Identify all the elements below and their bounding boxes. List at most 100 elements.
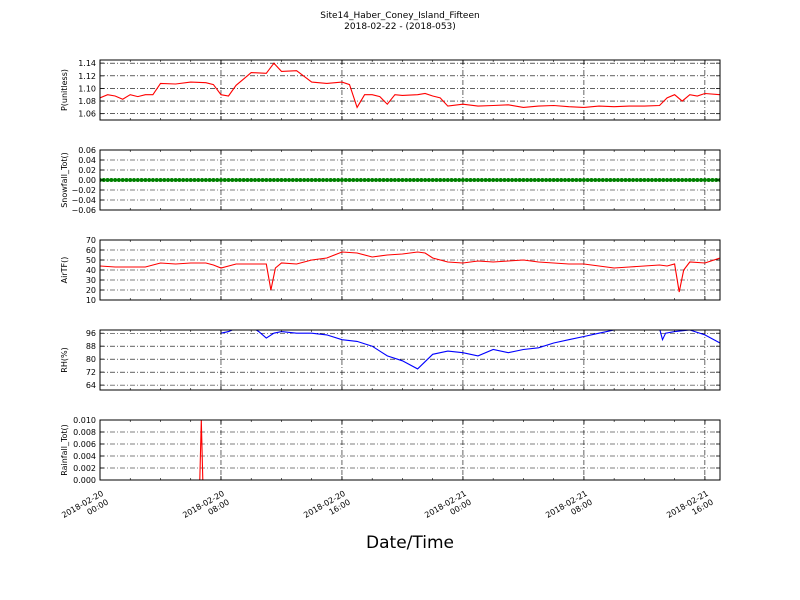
y-tick-label: 60 [86, 246, 96, 255]
data-point [305, 178, 310, 182]
data-point [268, 178, 273, 182]
data-point [710, 178, 715, 182]
data-point [324, 178, 329, 182]
plot-frame [99, 59, 721, 121]
panel-5: 0.000 0.002 0.004 0.006 0.008 0.010 Rainfall_T… [60, 416, 721, 485]
y-tick-label: 10 [86, 296, 96, 305]
data-point [370, 178, 375, 182]
data-point [358, 178, 363, 182]
data-point [517, 178, 522, 182]
data-point [230, 178, 235, 182]
data-point [521, 178, 526, 182]
data-point [298, 178, 303, 182]
x-axis-label: Date/Time [366, 533, 454, 553]
data-point [132, 178, 137, 182]
figure-subtitle: 2018-02-22 - (2018-053) [344, 22, 456, 32]
data-point [162, 178, 167, 182]
data-point [260, 178, 265, 182]
data-point [506, 178, 511, 182]
data-point [494, 178, 499, 182]
y-tick-label: 0.004 [73, 452, 96, 461]
data-point [604, 178, 609, 182]
data-point [487, 178, 492, 182]
data-point [695, 178, 700, 182]
data-point [581, 178, 586, 182]
data-point [472, 178, 477, 182]
data-point [128, 178, 133, 182]
data-point [638, 178, 643, 182]
data-point [215, 178, 220, 182]
figure-title-block: Site14_Haber_Coney_Island_Fifteen 2018-0… [0, 11, 800, 33]
data-point [275, 178, 280, 182]
y-tick-label: 0.002 [73, 464, 96, 473]
y-tick-label: 1.14 [78, 59, 96, 68]
data-point [173, 178, 178, 182]
data-point [241, 178, 246, 182]
data-point [661, 178, 666, 182]
y-tick-label: 0.010 [73, 416, 96, 425]
data-point [683, 178, 688, 182]
data-point [468, 178, 473, 182]
data-point [657, 178, 662, 182]
data-point [336, 178, 341, 182]
data-point [143, 178, 148, 182]
data-point [608, 178, 613, 182]
data-point [513, 178, 518, 182]
data-point [589, 178, 594, 182]
data-point [634, 178, 639, 182]
data-point [672, 178, 677, 182]
data-point [676, 178, 681, 182]
data-point [668, 178, 673, 182]
data-point [570, 178, 575, 182]
data-point [253, 178, 257, 182]
y-axis-label: RH(%) [60, 347, 69, 372]
plot-frame [99, 149, 721, 211]
data-point [612, 178, 617, 182]
data-point [313, 178, 318, 182]
series-line-1 [220, 330, 720, 370]
data-point [547, 178, 552, 182]
data-point [188, 178, 193, 182]
data-point [150, 178, 155, 182]
data-point [321, 178, 326, 182]
data-point [597, 178, 602, 182]
y-tick-label: 1.06 [78, 110, 96, 119]
data-point [680, 178, 685, 182]
data-point [234, 178, 239, 182]
data-point [373, 178, 378, 182]
data-point [457, 178, 462, 182]
series-markers [100, 178, 720, 182]
data-point [491, 178, 496, 182]
data-point [706, 178, 711, 182]
data-point [181, 178, 186, 182]
data-point [362, 178, 367, 182]
y-tick-label: 0.000 [73, 476, 96, 485]
data-point [166, 178, 171, 182]
data-point [328, 178, 333, 182]
data-point [442, 178, 447, 182]
data-point [396, 178, 401, 182]
data-point [245, 178, 250, 182]
data-point [351, 178, 356, 182]
y-tick-label: 70 [86, 236, 96, 245]
data-point [211, 178, 216, 182]
data-point [426, 178, 431, 182]
data-point [600, 178, 605, 182]
data-point [332, 178, 337, 182]
data-point [339, 178, 344, 182]
data-point [574, 178, 579, 182]
plot-frame [99, 419, 721, 481]
panel-1: 1.06 1.08 1.10 1.12 1.14 P(unitless) [60, 59, 721, 121]
data-point [154, 178, 159, 182]
y-tick-label: 64 [86, 381, 96, 390]
y-tick-label: 30 [86, 276, 96, 285]
data-point [566, 178, 571, 182]
data-point [192, 178, 197, 182]
data-point [218, 178, 223, 182]
data-point [559, 178, 564, 182]
